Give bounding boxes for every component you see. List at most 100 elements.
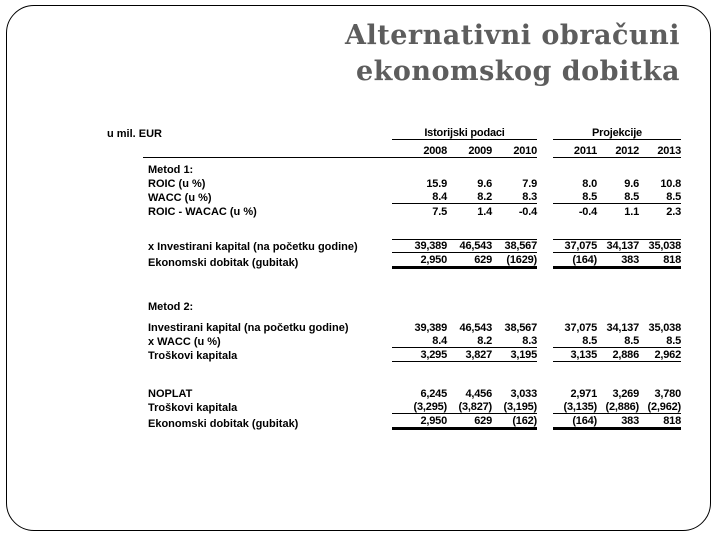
title-line-2: ekonomskog dobitka — [356, 56, 680, 87]
table-group-header-row: u mil. EUR Istorijski podaci Projekcije — [107, 121, 681, 140]
value-cell: 383 — [621, 254, 639, 266]
value-cell: (2,962) — [647, 401, 682, 413]
value-cell: (3,195) — [503, 401, 538, 413]
projection-values: 2,971 3,269 3,780 — [553, 388, 681, 400]
row-label: Troškovi kapitala — [148, 350, 238, 362]
value-cell: 46,543 — [459, 322, 493, 334]
year-header: 2012 — [615, 145, 639, 157]
table-years-row: 2008 2009 2010 2011 2012 2013 — [107, 140, 681, 158]
value-cell: -0.4 — [578, 206, 597, 218]
value-cell: 3,135 — [570, 349, 597, 361]
table-row-invested-capital: x Investirani kapital (na početku godine… — [107, 238, 681, 253]
year-header: 2010 — [513, 145, 537, 157]
value-cell: 6,245 — [420, 388, 447, 400]
historical-values: 6,245 4,456 3,033 — [392, 388, 537, 400]
value-cell: 2,950 — [420, 415, 447, 427]
row-label: NOPLAT — [148, 388, 193, 400]
table-row-section-metod-1: Metod 1: — [107, 162, 681, 176]
projection-values: 8.5 8.5 8.5 — [553, 191, 681, 204]
table-row-noplat: NOPLAT 6,245 4,456 3,033 2,971 3,269 3,7… — [107, 386, 681, 400]
value-cell: 46,543 — [459, 240, 493, 252]
value-cell: 38,567 — [504, 322, 538, 334]
value-cell: 8.5 — [582, 191, 597, 203]
value-cell: 8.2 — [477, 335, 492, 347]
year-header: 2011 — [573, 145, 597, 157]
historical-values: 39,389 46,543 38,567 — [392, 239, 537, 253]
value-cell: 629 — [474, 415, 492, 427]
row-label: Troškovi kapitala — [148, 402, 238, 414]
table-row-x-wacc: x WACC (u %) 8.4 8.2 8.3 8.5 8.5 8.5 — [107, 334, 681, 348]
year-header: 2009 — [468, 145, 492, 157]
historical-values: 2,950 629 (162) — [392, 415, 537, 430]
value-cell: 39,389 — [414, 240, 448, 252]
value-cell: 9.6 — [477, 178, 492, 190]
unit-label: u mil. EUR — [107, 128, 163, 140]
value-cell: (164) — [572, 415, 597, 427]
historical-values: 8.4 8.2 8.3 — [392, 191, 537, 204]
table-row-cost-of-capital-negative: Troškovi kapitala (3,295) (3,827) (3,195… — [107, 400, 681, 414]
value-cell: 7.9 — [522, 178, 537, 190]
value-cell: (1629) — [506, 254, 537, 266]
value-cell: (3,295) — [413, 401, 448, 413]
projection-values: 8.0 9.6 10.8 — [553, 178, 681, 190]
group-header-projections: Projekcije — [553, 127, 681, 140]
value-cell: (3,827) — [458, 401, 493, 413]
row-label: Ekonomski dobitak (gubitak) — [148, 257, 299, 269]
years-projections: 2011 2012 2013 — [553, 145, 681, 158]
value-cell: 37,075 — [564, 240, 598, 252]
value-cell: (162) — [512, 415, 537, 427]
historical-values: 39,389 46,543 38,567 — [392, 322, 538, 334]
value-cell: 3,195 — [510, 349, 537, 361]
historical-values: 7.5 1.4 -0.4 — [392, 206, 537, 218]
historical-values: 2,950 629 (1629) — [392, 254, 537, 269]
table-row-roic-minus-wacc: ROIC - WACAC (u %) 7.5 1.4 -0.4 -0.4 1.1… — [107, 204, 681, 218]
group-header-historical: Istorijski podaci — [392, 127, 537, 140]
value-cell: 1.1 — [624, 206, 639, 218]
value-cell: 34,137 — [606, 240, 640, 252]
value-cell: (164) — [572, 254, 597, 266]
value-cell: 2,950 — [420, 254, 447, 266]
year-header: 2008 — [423, 145, 447, 157]
row-label: ROIC - WACAC (u %) — [148, 206, 257, 218]
row-label: x WACC (u %) — [148, 336, 221, 348]
table-row-section-metod-2: Metod 2: — [107, 299, 681, 313]
value-cell: 8.5 — [624, 191, 639, 203]
years-historical: 2008 2009 2010 — [392, 145, 537, 158]
value-cell: (3,135) — [563, 401, 598, 413]
row-label: Metod 1: — [148, 164, 194, 176]
value-cell: 3,827 — [465, 349, 492, 361]
table-row-economic-profit-1: Ekonomski dobitak (gubitak) 2,950 629 (1… — [107, 253, 681, 269]
table-row-cost-of-capital: Troškovi kapitala 3,295 3,827 3,195 3,13… — [107, 348, 681, 362]
row-label: Metod 2: — [148, 301, 194, 313]
group-label-projections: Projekcije — [592, 127, 642, 139]
header-rule — [143, 157, 392, 158]
value-cell: 8.4 — [432, 191, 447, 203]
value-cell: 8.3 — [522, 335, 537, 347]
value-cell: 3,295 — [420, 349, 447, 361]
title-line-1: Alternativni obračuni — [345, 20, 680, 51]
financial-table: u mil. EUR Istorijski podaci Projekcije … — [107, 121, 681, 430]
row-label: Investirani kapital (na početku godine) — [148, 322, 349, 334]
historical-values: (3,295) (3,827) (3,195) — [392, 401, 537, 414]
year-header: 2013 — [657, 145, 681, 157]
years-row-label-cell — [107, 157, 392, 158]
projection-values: (3,135) (2,886) (2,962) — [553, 401, 681, 414]
table-row-economic-profit-2: Ekonomski dobitak (gubitak) 2,950 629 (1… — [107, 414, 681, 430]
projection-values: 3,135 2,886 2,962 — [553, 349, 681, 362]
projection-values: 8.5 8.5 8.5 — [553, 335, 681, 348]
value-cell: 8.0 — [582, 178, 597, 190]
value-cell: -0.4 — [518, 206, 537, 218]
value-cell: 9.6 — [624, 178, 639, 190]
value-cell: 10.8 — [660, 178, 681, 190]
projection-values: 37,075 34,137 35,038 — [553, 239, 681, 253]
historical-values: 3,295 3,827 3,195 — [392, 349, 537, 362]
section-spacer — [107, 313, 681, 320]
slide-border — [6, 5, 711, 531]
value-cell: 2,886 — [612, 349, 639, 361]
value-cell: 8.5 — [582, 335, 597, 347]
slide-title: Alternativni obračuni ekonomskog dobitka — [345, 18, 680, 90]
projection-values: -0.4 1.1 2.3 — [553, 206, 681, 218]
value-cell: 818 — [663, 415, 681, 427]
value-cell: 2.3 — [666, 206, 681, 218]
value-cell: 8.5 — [666, 191, 681, 203]
